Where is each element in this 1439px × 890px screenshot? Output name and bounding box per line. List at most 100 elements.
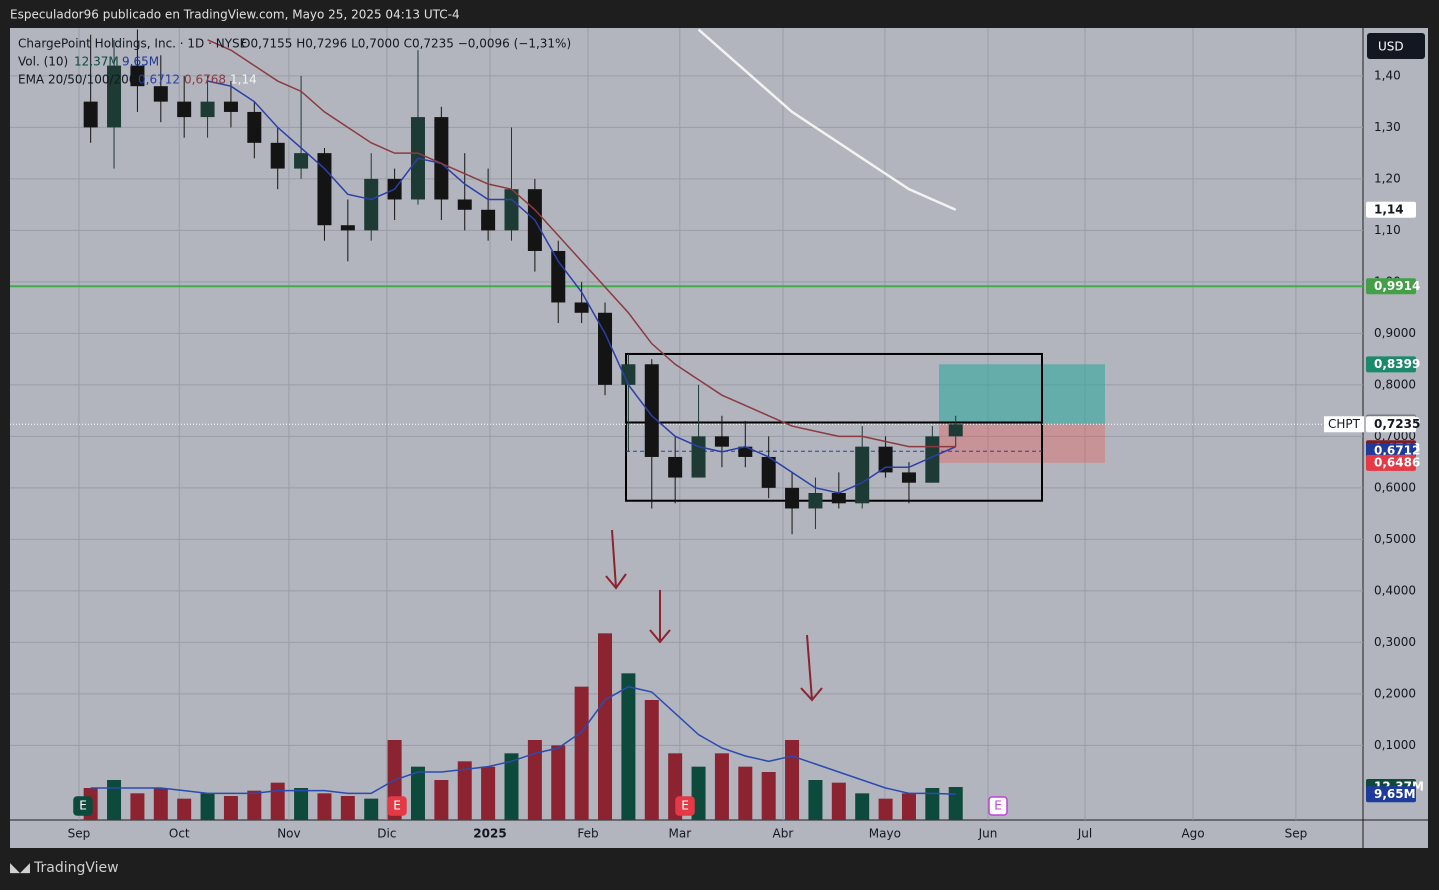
y-tick-label: 0,7000 <box>1374 429 1416 443</box>
footer: TradingView <box>33 860 119 876</box>
volume-bar <box>504 753 519 820</box>
y-tick-label: 0,3000 <box>1374 635 1416 649</box>
volume-ma <box>90 685 956 796</box>
price-badge-label: 0,7235 <box>1374 417 1420 431</box>
candle-body <box>621 364 636 385</box>
volume-bar <box>761 772 776 820</box>
candle-body <box>340 225 355 231</box>
volume-bar <box>177 798 192 820</box>
symbol: ChargePoint Holdings, Inc. · 1D · NYSE <box>18 37 247 51</box>
axes: 1,401,301,201,101,000,90000,80000,70000,… <box>68 68 1424 840</box>
volume-bar <box>130 793 145 820</box>
arrow <box>605 529 627 590</box>
volume-bar <box>925 788 940 820</box>
ema-line <box>207 80 957 494</box>
candle-body <box>481 209 496 231</box>
x-tick-label: Mar <box>669 827 692 841</box>
candle-body <box>223 101 238 112</box>
price-badge-label: 0,9914 <box>1374 279 1420 293</box>
candle-body <box>714 436 729 447</box>
volume-bar <box>527 740 542 820</box>
volume-bar <box>808 780 823 820</box>
arrow <box>800 634 823 702</box>
candle-body <box>200 101 215 118</box>
volume-bar <box>644 700 659 820</box>
volume-bar <box>153 788 168 820</box>
x-tick-label: Jun <box>978 827 998 841</box>
earnings-marker <box>387 796 407 816</box>
ema-line <box>697 28 957 211</box>
vol-label: Vol. (10) <box>18 55 68 69</box>
volume-bar <box>574 686 589 820</box>
arrow <box>649 590 671 644</box>
candle-body <box>247 111 262 143</box>
candle-body <box>738 446 753 457</box>
volume-bar <box>598 633 613 820</box>
volume-bar <box>270 782 285 820</box>
candle-body <box>901 472 916 483</box>
y-tick-label: 0,2000 <box>1374 686 1416 700</box>
ohlc: O0,7155 H0,7296 L0,7000 C0,7235 −0,0096 … <box>241 37 571 51</box>
y-tick-label: 0,6000 <box>1374 480 1416 494</box>
volume-bar <box>901 793 916 820</box>
x-tick-label: Ago <box>1181 827 1204 841</box>
price-badge-label: 0,8399 <box>1374 357 1420 371</box>
x-tick-label: Sep <box>68 827 91 841</box>
vol-value: 9,65M <box>122 55 159 69</box>
volume-bar <box>200 793 215 820</box>
ticker-badge <box>1324 416 1364 433</box>
candle-body <box>668 456 683 478</box>
candle-body <box>83 101 98 128</box>
candle-body <box>130 65 145 87</box>
ema-value: 0,6768 <box>184 73 226 87</box>
volume-bar <box>294 788 309 820</box>
candle-body <box>177 101 192 118</box>
logo: ◣◢ <box>10 861 30 876</box>
x-tick-label: Feb <box>577 827 598 841</box>
candle-body <box>294 153 309 169</box>
candle-body <box>574 302 589 313</box>
volume-bar <box>691 766 706 820</box>
candle-body <box>948 424 963 437</box>
candle-body <box>270 142 285 169</box>
price-badge <box>1366 416 1416 433</box>
earnings-label: E <box>393 799 401 813</box>
candle-body <box>504 189 519 231</box>
volume-bar <box>223 796 238 820</box>
volume-bar <box>107 780 122 820</box>
earnings-marker <box>73 796 93 816</box>
volume-badge <box>1366 786 1416 803</box>
y-tick-label: 0,5000 <box>1374 532 1416 546</box>
ema-value: 1,14 <box>230 73 257 87</box>
earnings-marker <box>988 796 1008 816</box>
volume-bar <box>621 673 636 820</box>
volume-bar <box>831 782 846 820</box>
marks <box>83 28 963 820</box>
candle-body <box>925 436 940 483</box>
candle-body <box>434 117 449 200</box>
currency[interactable]: USD <box>1378 40 1404 54</box>
drawings <box>10 285 1363 502</box>
candle-body <box>831 493 846 504</box>
ema-label: EMA 20/50/100/200 <box>18 73 136 87</box>
y-tick-label: 1,30 <box>1374 120 1401 134</box>
x-tick-label: Dic <box>377 827 396 841</box>
price-badge-label: 0,6486 <box>1374 455 1420 469</box>
price-badge-label: 1,14 <box>1374 202 1404 216</box>
ticker-label: CHPT <box>1328 417 1361 431</box>
volume-bar <box>317 793 332 820</box>
x-tick-label: Oct <box>169 827 190 841</box>
currency-button[interactable] <box>1367 33 1425 59</box>
earnings-label: E <box>994 799 1002 813</box>
candle-body <box>598 312 613 385</box>
ema-line <box>207 39 956 448</box>
price-badge <box>1366 201 1416 218</box>
header: Especulador96 publicado en TradingView.c… <box>10 8 460 22</box>
y-tick-label: 0,4000 <box>1374 583 1416 597</box>
volume-bar <box>738 766 753 820</box>
y-tick-label: 1,40 <box>1374 68 1401 82</box>
price-badge <box>1366 278 1416 295</box>
candle-body <box>761 456 776 488</box>
